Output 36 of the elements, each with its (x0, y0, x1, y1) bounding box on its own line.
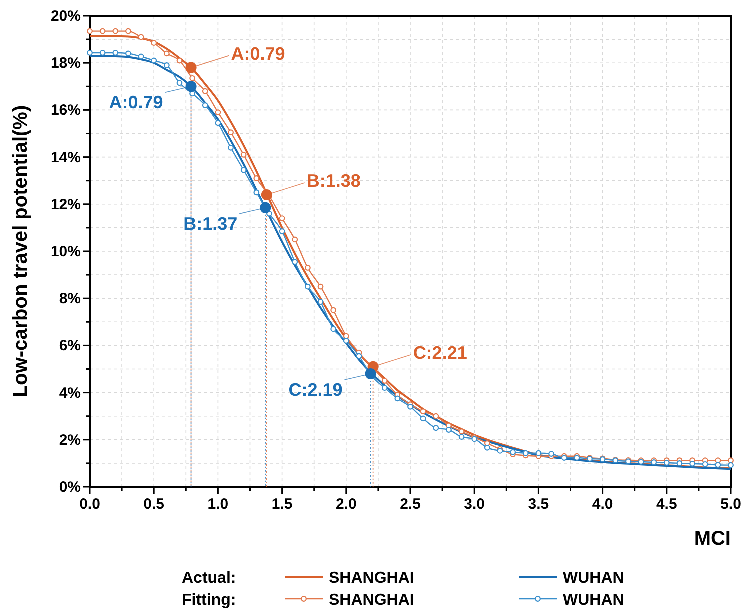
y-tick-label: 0% (59, 479, 81, 496)
y-tick-label: 6% (59, 338, 81, 355)
y-tick-label: 4% (59, 384, 81, 402)
text: Actual: (182, 570, 236, 587)
legend-label: SHANGHAI (329, 592, 414, 609)
x-tick-label: 0.5 (144, 496, 165, 513)
x-tick-label: 4.0 (592, 496, 614, 513)
annotation: A:0.79 (231, 44, 286, 64)
y-tick-label: 12% (50, 196, 81, 214)
y-tick-label: 18% (50, 55, 81, 72)
annotation: C:2.19 (288, 380, 343, 400)
y-tick-label: 2% (59, 432, 81, 449)
x-tick-label: 2.5 (400, 496, 421, 513)
legend-label: SHANGHAI (329, 570, 414, 587)
legend-label: WUHAN (563, 570, 624, 587)
annotation: B:1.37 (184, 214, 238, 234)
text: Fitting: (182, 592, 236, 609)
y-tick-label: 10% (50, 244, 81, 260)
x-tick-label: 1.5 (272, 496, 293, 513)
x-tick-label: 3.5 (528, 496, 550, 513)
annotation: B:1.38 (306, 170, 361, 191)
x-tick-label: 2.0 (336, 496, 357, 513)
x-tick-label: 1.0 (208, 496, 229, 513)
x-axis-title: MCI (694, 528, 731, 550)
y-tick-label: 14% (50, 149, 81, 166)
x-tick-label: 3.0 (464, 496, 486, 513)
annotation: A:0.79 (109, 92, 164, 113)
legend-label: WUHAN (563, 592, 624, 609)
y-tick-label: 8% (59, 290, 81, 308)
y-axis-title: Low-carbon travel potential(%) (10, 105, 32, 398)
x-tick-label: 4.5 (656, 496, 678, 513)
y-tick-label: 16% (50, 102, 81, 120)
x-tick-label: 0.0 (80, 496, 100, 513)
x-tick-label: 5.0 (720, 496, 742, 513)
y-tick-label: 20% (50, 8, 81, 25)
annotation: C:2.21 (413, 342, 468, 363)
